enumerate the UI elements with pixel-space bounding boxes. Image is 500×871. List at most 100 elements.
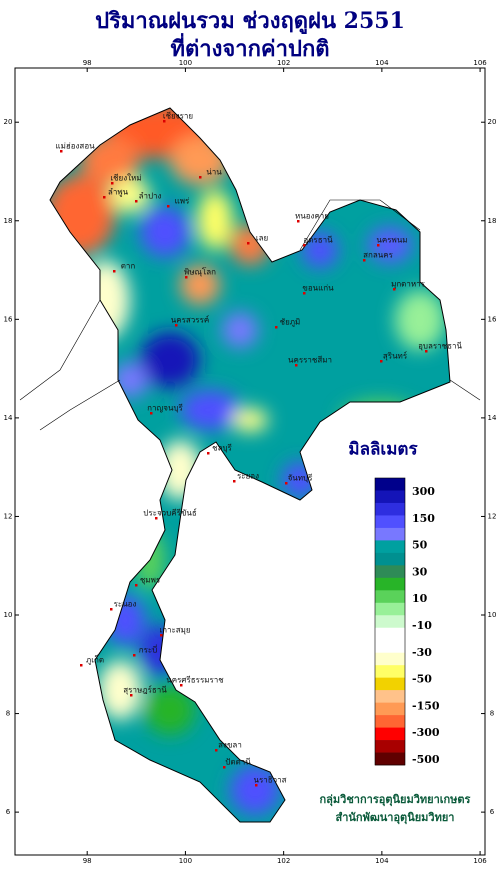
x-tick-label: 98 xyxy=(83,59,92,67)
anomaly-area xyxy=(180,265,220,305)
legend-swatch xyxy=(375,590,405,604)
legend-swatch xyxy=(375,602,405,616)
y-tick-label: 16 xyxy=(488,315,497,323)
credit: กลุ่มวิชาการอุตุนิยมวิทยาเกษตร xyxy=(320,793,471,807)
province-marker xyxy=(233,480,236,483)
legend-swatch xyxy=(375,665,405,678)
anomaly-area xyxy=(197,190,233,250)
y-tick-label: 12 xyxy=(488,512,497,520)
legend-swatch xyxy=(375,727,405,741)
province-marker xyxy=(303,244,306,247)
y-tick-label: 8 xyxy=(6,710,10,718)
province-marker xyxy=(377,244,380,247)
province-label: เชียงใหม่ xyxy=(110,174,141,183)
province-label: ลำพูน xyxy=(108,188,129,198)
province-label: นราธิวาส xyxy=(253,776,286,785)
province-marker xyxy=(130,694,133,697)
legend-swatch xyxy=(375,677,405,691)
province-marker xyxy=(303,292,306,295)
province-label: พิษณุโลก xyxy=(184,267,216,277)
province-marker xyxy=(135,584,138,587)
legend-swatch xyxy=(375,478,405,491)
x-tick-label: 106 xyxy=(473,59,487,67)
legend-label: -10 xyxy=(412,619,432,632)
y-tick-label: 16 xyxy=(4,315,13,323)
province-marker xyxy=(155,517,158,520)
legend-swatch xyxy=(375,527,405,541)
province-marker xyxy=(111,182,114,185)
y-tick-label: 6 xyxy=(490,808,495,816)
legend-swatch xyxy=(375,502,405,516)
legend-swatch xyxy=(375,702,405,716)
province-marker xyxy=(207,452,210,455)
y-tick-label: 20 xyxy=(4,118,13,126)
province-marker xyxy=(425,350,428,353)
province-marker xyxy=(199,176,202,179)
neighbor-border xyxy=(19,299,101,401)
province-marker xyxy=(110,608,113,611)
legend-label: 30 xyxy=(412,565,428,578)
province-marker xyxy=(275,326,278,329)
legend-label: -500 xyxy=(412,753,440,766)
anomaly-area xyxy=(145,685,195,735)
anomaly-area xyxy=(222,312,258,348)
anomaly-area xyxy=(232,408,268,432)
province-label: เกาะสมุย xyxy=(159,626,190,635)
province-marker xyxy=(60,150,63,153)
x-tick-label: 100 xyxy=(179,59,192,67)
legend-swatch xyxy=(375,577,405,591)
y-tick-label: 18 xyxy=(4,217,13,225)
y-tick-label: 20 xyxy=(488,118,497,126)
legend-label: 150 xyxy=(412,512,435,525)
province-label: จันทบุรี xyxy=(288,474,314,483)
anomaly-area xyxy=(180,390,240,430)
province-label: ชุมพร xyxy=(140,576,161,585)
legend-swatch xyxy=(375,552,405,566)
province-label: สกลนคร xyxy=(363,251,393,260)
province-marker xyxy=(167,205,170,208)
y-tick-label: 8 xyxy=(490,710,494,718)
anomaly-area xyxy=(368,227,412,263)
province-marker xyxy=(295,364,298,367)
province-label: ภูเก็ต xyxy=(86,655,104,666)
legend-swatch xyxy=(375,715,405,728)
legend-title: มิลลิเมตร xyxy=(348,440,418,460)
province-label: เชียงราย xyxy=(163,112,193,121)
province-label: นครสวรรค์ xyxy=(171,315,209,325)
anomaly-area xyxy=(302,232,338,268)
province-label: นครพนม xyxy=(376,236,407,245)
legend-label: 50 xyxy=(412,539,428,552)
legend-label: 300 xyxy=(412,485,435,498)
province-marker xyxy=(180,684,183,687)
anomaly-area xyxy=(395,290,445,350)
province-label: แม่ฮ่องสอน xyxy=(55,142,95,151)
province-marker xyxy=(133,654,136,657)
y-tick-label: 18 xyxy=(488,217,497,225)
province-label: ชลบุรี xyxy=(212,444,232,453)
province-marker xyxy=(215,749,218,752)
anomaly-area xyxy=(230,765,280,815)
province-label: มุกดาหาร xyxy=(391,280,426,289)
province-marker xyxy=(297,220,300,223)
province-label: ปัตตานี xyxy=(225,758,251,767)
legend-frame xyxy=(374,477,406,766)
y-tick-label: 12 xyxy=(4,512,13,520)
legend-label: -50 xyxy=(412,673,432,686)
province-marker xyxy=(247,242,250,245)
province-marker xyxy=(135,200,138,203)
legend-swatch xyxy=(375,515,405,529)
province-label: ระยอง xyxy=(237,472,259,481)
province-label: แพร่ xyxy=(175,197,190,206)
legend-swatch xyxy=(375,565,405,579)
province-label: ขอนแก่น xyxy=(302,284,334,293)
province-label: สุราษฎร์ธานี xyxy=(123,685,167,695)
province-marker xyxy=(185,276,188,279)
x-tick-label: 100 xyxy=(179,857,192,865)
legend-swatch xyxy=(375,752,405,766)
anomaly-area xyxy=(110,177,150,213)
province-marker xyxy=(175,324,178,327)
legend-label: -30 xyxy=(412,646,432,659)
province-marker xyxy=(380,360,383,363)
province-label: น่าน xyxy=(206,168,222,177)
